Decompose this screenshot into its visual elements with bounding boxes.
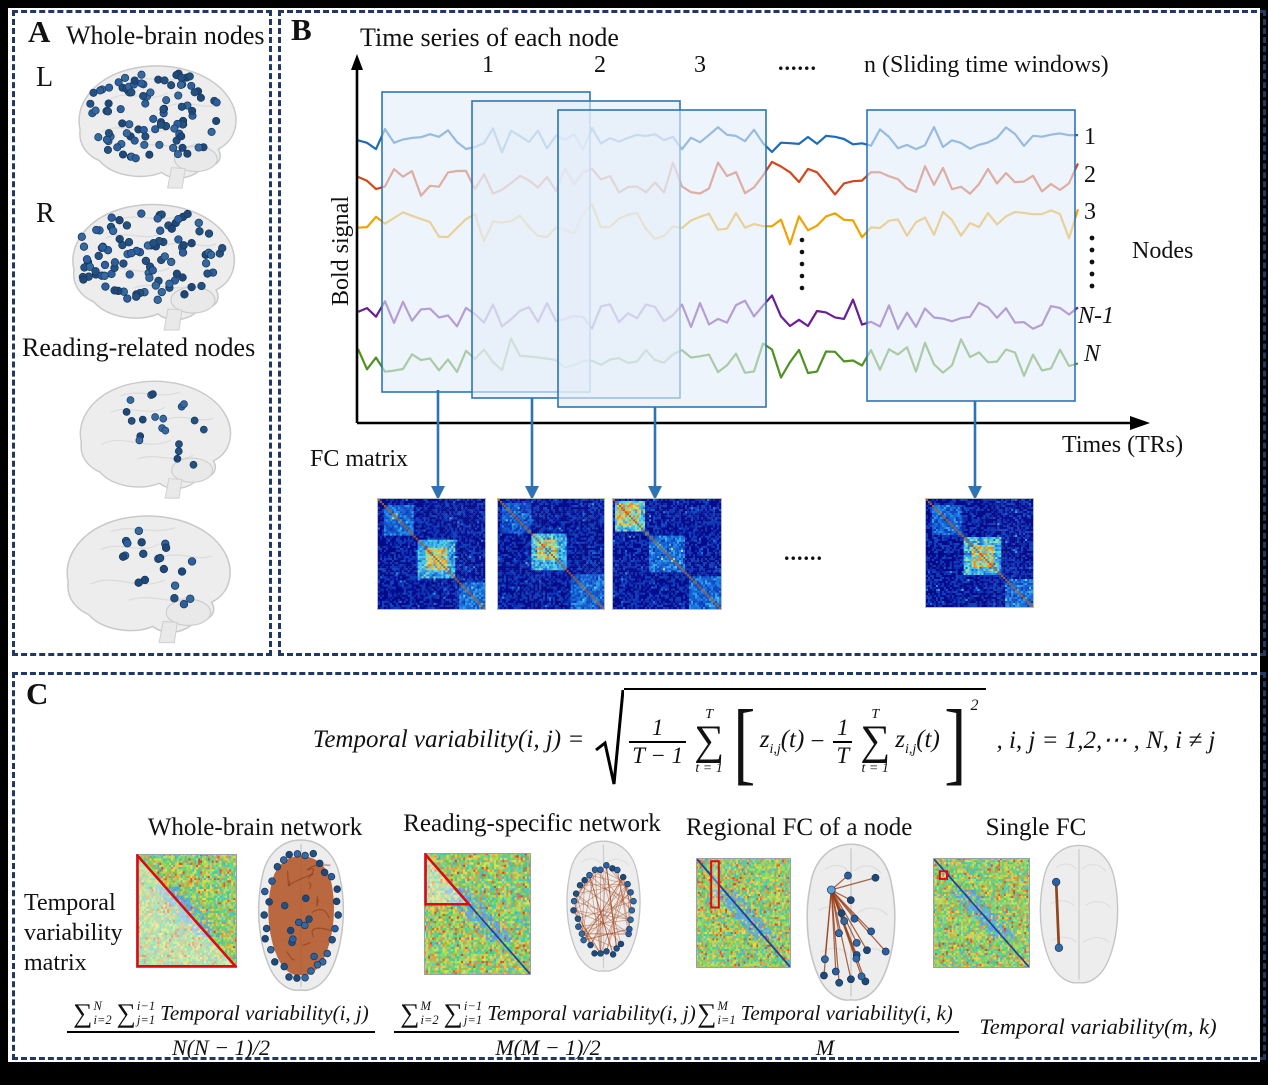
tv-matrix-reading-specific-highlight <box>424 853 531 975</box>
reading-specific-network-brain-image <box>566 840 641 972</box>
whole-brain-network-brain-image <box>257 839 345 992</box>
whole-brain-right-sagittal-image <box>72 203 235 331</box>
panel-a-subtitle: Reading-related nodes <box>22 333 256 362</box>
sum-t-1-T: T ∑ t = 1 <box>694 707 725 776</box>
node-label-1: 1 <box>1084 124 1096 150</box>
panel-c-border <box>12 672 1266 1060</box>
panel-a-border <box>12 10 272 656</box>
sum-j: ∑ i−1 j=1 <box>443 998 483 1028</box>
single-fc-formula: Temporal variability(m, k) <box>979 1014 1217 1039</box>
panel-a-title: Whole-brain nodes <box>66 21 265 50</box>
regional-fc-brain-image <box>806 843 896 1001</box>
window-label-3: 3 <box>694 52 706 78</box>
sigma-icon: ∑ <box>116 998 136 1028</box>
window-label-n: n (Sliding time windows) <box>864 52 1109 78</box>
y-axis-label: Bold signal <box>328 196 354 307</box>
single-fc-brain-image <box>1039 844 1119 984</box>
sigma-icon: ∑ <box>697 998 717 1028</box>
sum-t-1-T-2: T ∑ t = 1 <box>860 707 891 776</box>
tv-matrix-regional-fc-highlight <box>696 858 791 968</box>
fc-matrix-label: FC matrix <box>310 446 409 472</box>
sum-j: ∑ i−1 j=1 <box>116 998 156 1028</box>
formula-conditions: , i, j = 1,2,⋯ , N, i ≠ j <box>996 727 1216 754</box>
node-label-n-minus-1: N-1 <box>1078 303 1114 329</box>
panel-b-title: Time series of each node <box>360 23 619 52</box>
sigma-icon: ∑ <box>694 718 725 765</box>
fc-matrix-window-n <box>925 498 1034 608</box>
panel-b-label: B <box>291 12 312 47</box>
nodes-caption: Nodes <box>1132 238 1194 264</box>
column-title-whole-brain: Whole-brain network <box>147 814 363 841</box>
right-hemisphere-label: R <box>36 198 55 229</box>
reading-nodes-brain-1-image <box>79 380 232 499</box>
tv-matrix-single-fc <box>933 858 1030 968</box>
z-term-1: zi,j(t) <box>759 726 805 757</box>
minus-operator: − <box>810 728 825 755</box>
panel-c-label: C <box>26 676 49 711</box>
node-label-n: N <box>1084 341 1101 367</box>
fc-matrix-window-1 <box>377 498 486 610</box>
formula-lhs: Temporal variability(i, j) = <box>312 726 585 753</box>
fc-matrix-window-2 <box>497 498 605 610</box>
node-label-2: 2 <box>1084 162 1096 188</box>
tv-matrix-single-fc-highlight <box>933 858 1030 968</box>
temporal-variability-matrix-label: Temporal variability matrix <box>24 890 123 976</box>
panel-a-label: A <box>28 14 51 49</box>
whole-brain-left-sagittal-image <box>78 65 237 189</box>
fc-matrix-window-3 <box>612 498 722 610</box>
window-label-1: 1 <box>482 52 494 78</box>
column-title-single-fc: Single FC <box>985 814 1087 841</box>
sigma-icon: ∑ <box>443 998 463 1028</box>
node-label-3: 3 <box>1084 199 1096 225</box>
fc-matrix-ellipsis: ...... <box>784 540 823 565</box>
x-axis-label: Times (TRs) <box>1062 432 1184 458</box>
radical-tick-icon <box>595 689 625 785</box>
window-label-ellipsis: ...... <box>778 50 817 75</box>
z-term-2: zi,j(t) <box>895 726 940 757</box>
right-bracket-squared: ] 2 <box>944 691 979 793</box>
sigma-icon: ∑ <box>73 998 93 1028</box>
window-label-2: 2 <box>594 52 606 78</box>
left-hemisphere-label: L <box>36 62 54 93</box>
panel-b-border <box>278 10 1266 656</box>
reading-nodes-brain-2-image <box>66 515 231 644</box>
bold-signal-plot <box>351 54 1150 500</box>
sigma-icon: ∑ <box>400 998 420 1028</box>
column-title-regional-fc: Regional FC of a node <box>686 814 913 841</box>
sigma-icon: ∑ <box>860 718 891 765</box>
column-title-reading-specific: Reading-specific network <box>403 810 661 837</box>
tv-matrix-whole-brain-highlight <box>136 854 237 968</box>
